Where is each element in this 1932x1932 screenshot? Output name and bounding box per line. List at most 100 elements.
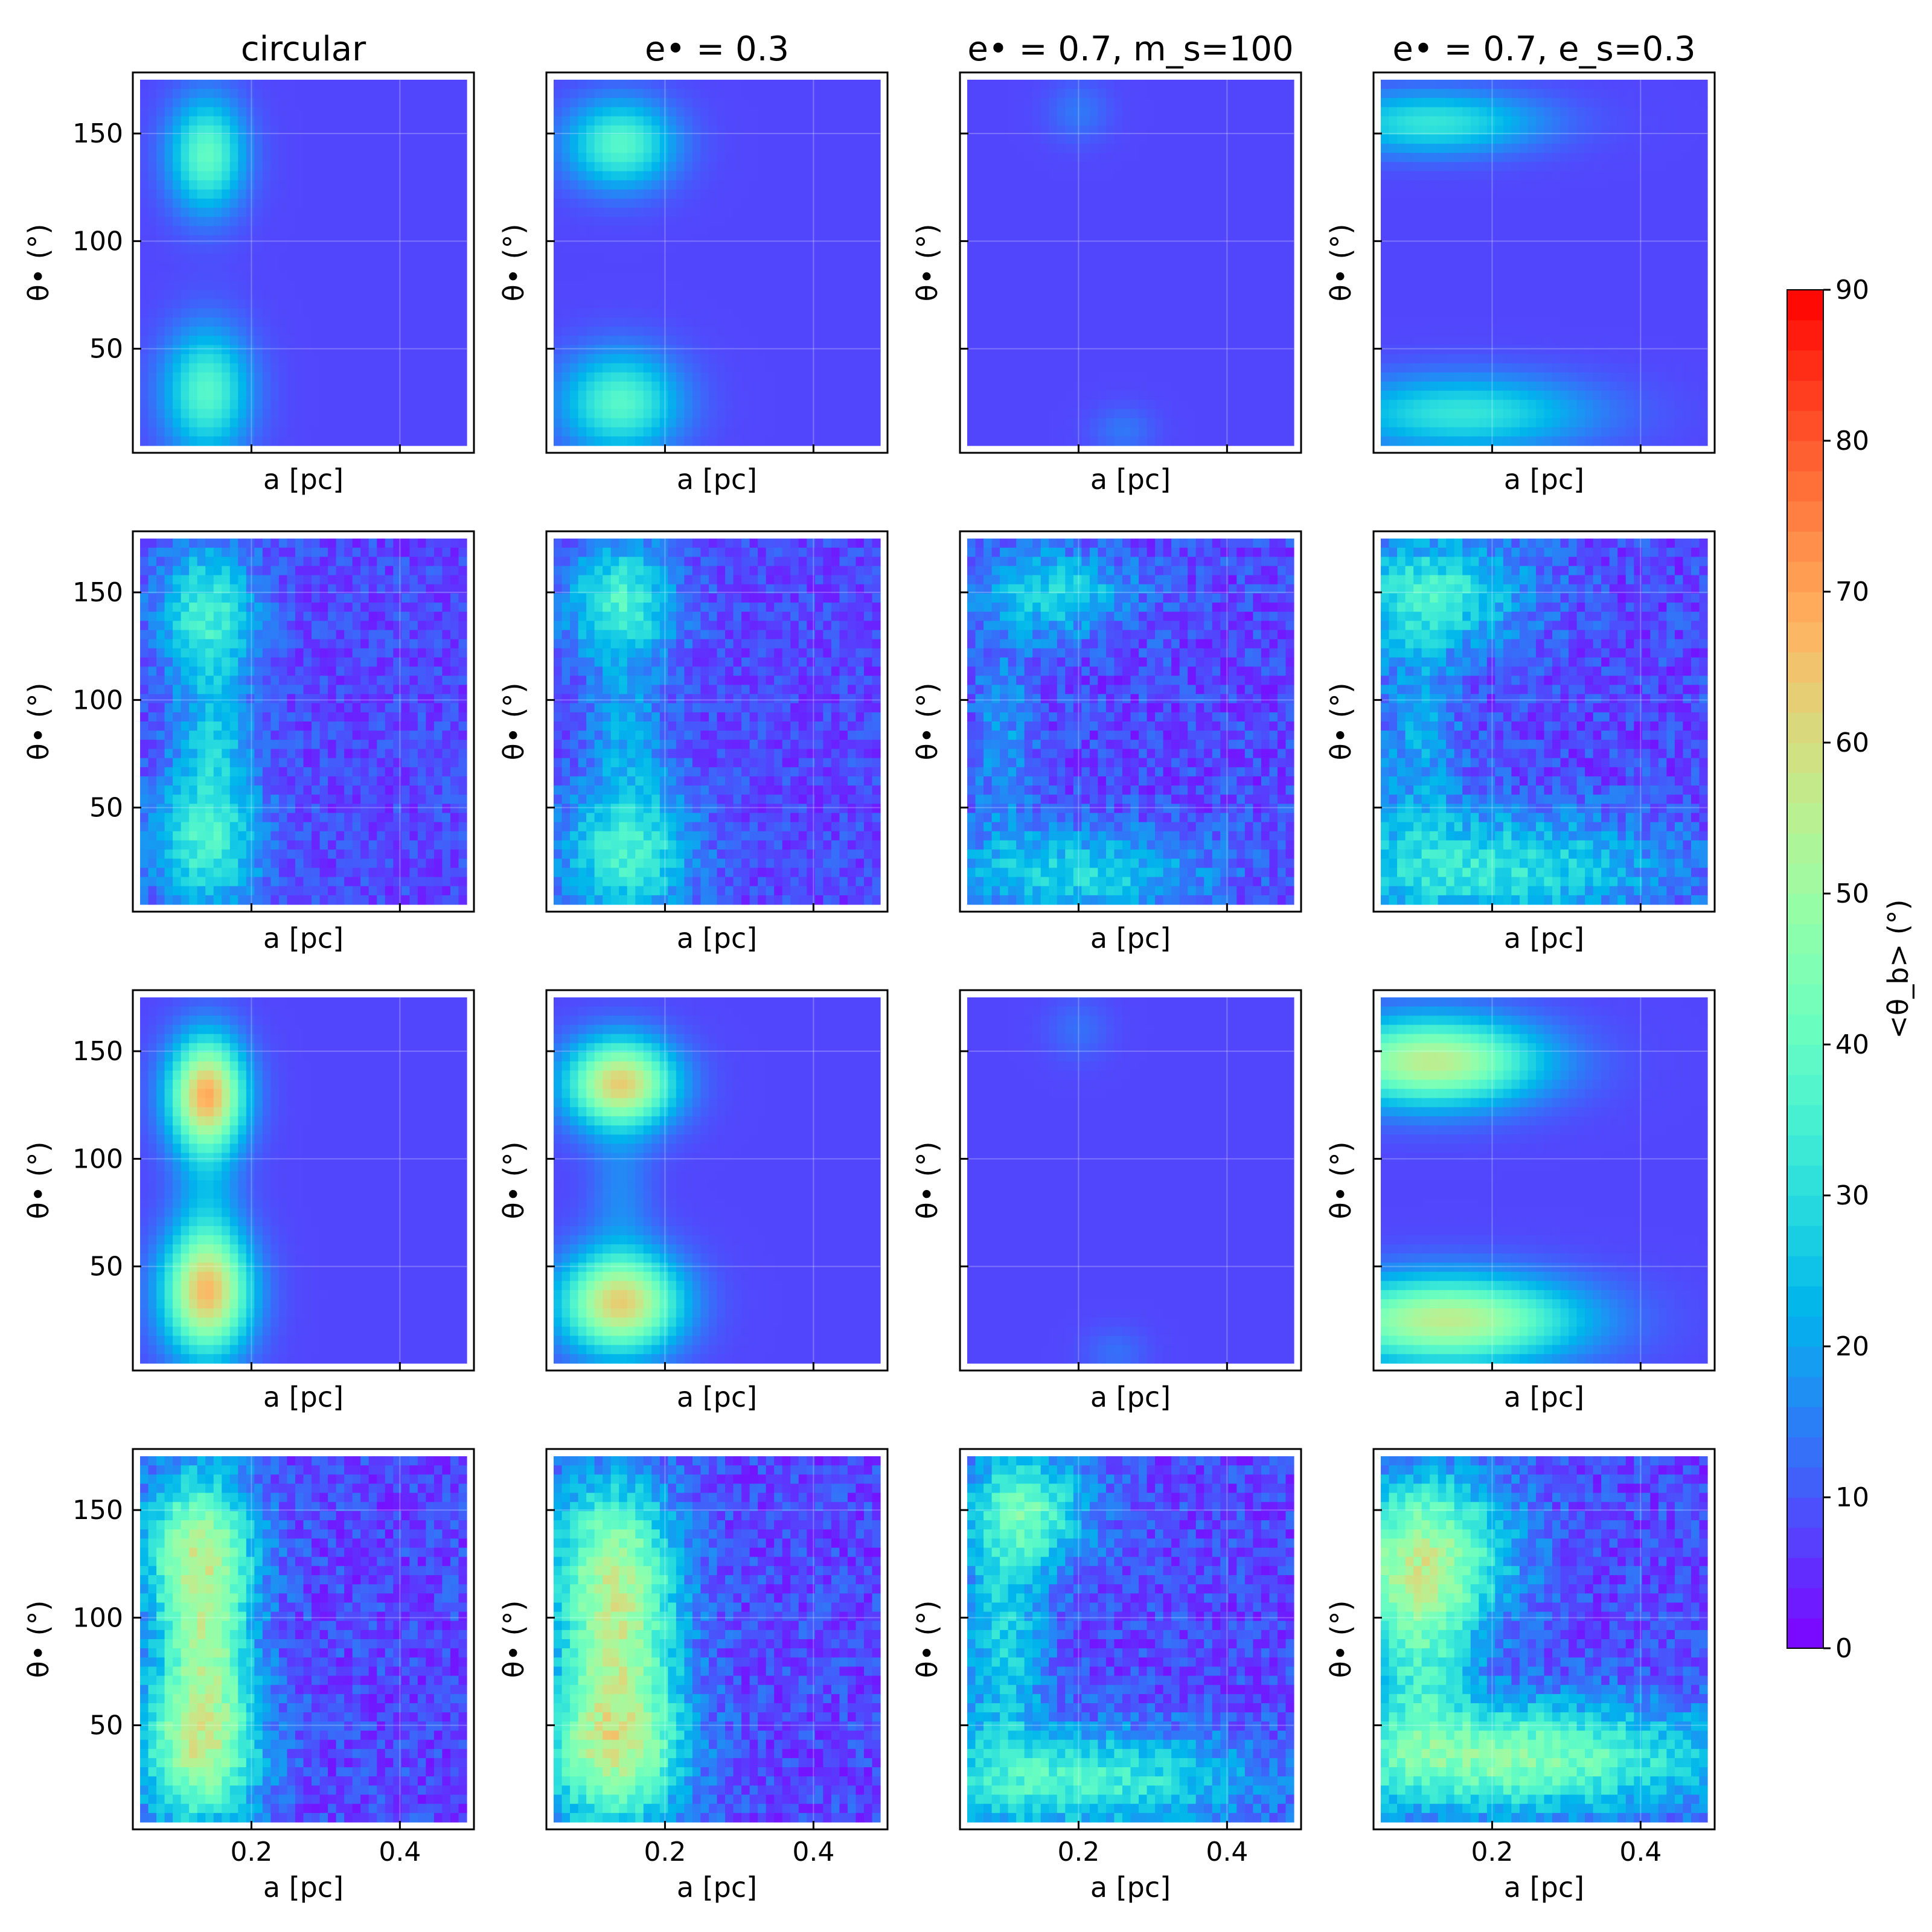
heatmap-cell [1269,317,1278,327]
heatmap-cell [668,208,677,217]
heatmap-cell [1081,381,1090,391]
heatmap-cell [643,317,652,327]
heatmap-cell [1389,80,1398,89]
heatmap-cell [426,345,435,355]
heatmap-cell [684,436,693,446]
heatmap-cell [377,144,386,153]
heatmap-cell [156,171,165,181]
heatmap-cell [856,80,865,89]
heatmap-cell [1000,409,1009,419]
heatmap-cell [586,436,595,446]
heatmap-cell [442,327,451,336]
heatmap-cell [1397,153,1406,162]
heatmap-cell [586,281,595,291]
heatmap-cell [360,290,369,300]
heatmap-cell [984,244,993,254]
heatmap-cell [205,263,214,272]
heatmap-cell [984,427,993,437]
heatmap-cell [1114,171,1123,181]
heatmap-cell [1269,180,1278,190]
heatmap-cell [651,263,661,272]
heatmap-cell [643,281,652,291]
heatmap-cell [1040,153,1049,162]
heatmap-cell [984,180,993,190]
heatmap-cell [1253,89,1262,98]
heatmap-cell [774,272,783,281]
heatmap-cell [708,299,718,309]
heatmap-cell [1389,354,1398,364]
heatmap-cell [173,134,182,144]
heatmap-cell [863,391,873,400]
heatmap-cell [181,354,190,364]
heatmap-cell [1179,107,1188,117]
heatmap-cell [1195,98,1204,108]
heatmap-cell [578,345,587,355]
heatmap-cell [766,299,775,309]
heatmap-cell [156,253,165,263]
heatmap-cell [717,263,726,272]
heatmap-cell [1220,226,1229,236]
heatmap-cell [238,372,247,382]
heatmap-cell [409,354,418,364]
heatmap-cell [1285,144,1294,153]
heatmap-cell [975,226,984,236]
heatmap-cell [619,345,628,355]
heatmap-cell [1065,263,1074,272]
heatmap-cell [1000,116,1009,126]
heatmap-cell [238,299,247,309]
heatmap-cell [205,89,214,98]
heatmap-cell [1171,363,1180,373]
heatmap-cell [1089,171,1099,181]
heatmap-cell [570,336,579,345]
heatmap-cell [872,263,881,272]
heatmap-cell [839,400,848,409]
heatmap-cell [676,244,685,254]
heatmap-cell [570,107,579,117]
heatmap-cell [856,208,865,217]
heatmap-cell [586,107,595,117]
heatmap-cell [1389,244,1398,254]
heatmap-cell [807,217,816,226]
heatmap-cell [213,272,222,281]
heatmap-cell [1179,189,1188,199]
heatmap-cell [594,336,603,345]
heatmap-cell [570,180,579,190]
heatmap-cell [1171,107,1180,117]
heatmap-cell [692,263,702,272]
heatmap-cell [692,89,702,98]
heatmap-cell [863,226,873,236]
heatmap-cell [205,299,214,309]
heatmap-cell [991,189,1000,199]
heatmap-cell [1040,308,1049,318]
heatmap-cell [635,317,644,327]
heatmap-cell [417,345,426,355]
heatmap-cell [1114,198,1123,208]
heatmap-cell [197,400,206,409]
heatmap-cell [839,253,848,263]
heatmap-cell [782,409,791,419]
heatmap-cell [1105,436,1115,446]
heatmap-cell [1040,299,1049,309]
heatmap-cell [377,80,386,89]
heatmap-cell [594,134,603,144]
heatmap-cell [295,253,304,263]
heatmap-cell [1155,263,1164,272]
heatmap-cell [328,235,337,245]
heatmap-cell [1212,198,1221,208]
heatmap-cell [684,290,693,300]
heatmap-cell [594,418,603,428]
heatmap-cell [1008,226,1017,236]
heatmap-cell [807,134,816,144]
heatmap-cell [1236,391,1246,400]
heatmap-cell [148,409,157,419]
heatmap-cell [594,235,603,245]
heatmap-cell [1114,354,1123,364]
heatmap-cell [213,436,222,446]
heatmap-cell [1081,290,1090,300]
heatmap-cell [570,418,579,428]
heatmap-cell [984,189,993,199]
heatmap-cell [368,208,377,217]
heatmap-cell [708,153,718,162]
heatmap-cell [717,317,726,327]
heatmap-cell [173,107,182,117]
